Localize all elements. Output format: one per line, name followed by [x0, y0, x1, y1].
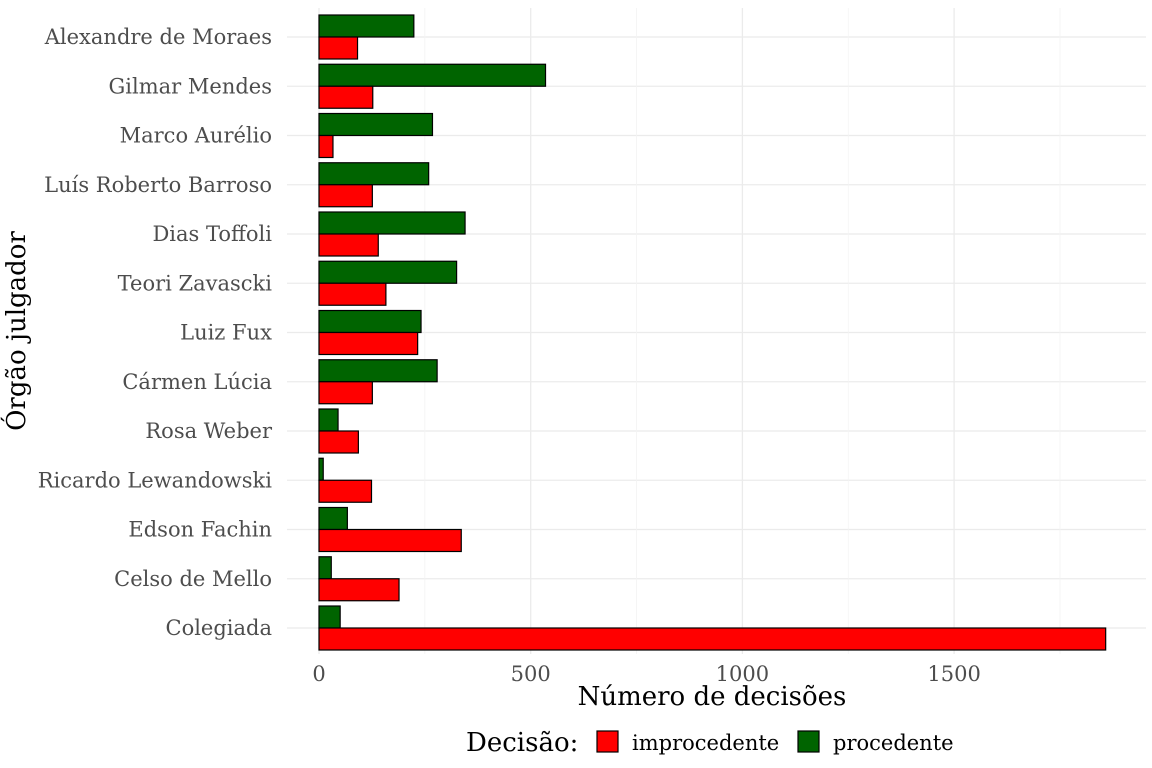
- bar-procedente: [318, 506, 348, 531]
- bar-procedente: [318, 211, 466, 235]
- y-tick-label: Celso de Mello: [114, 567, 272, 591]
- x-tick-label: 0: [312, 662, 325, 686]
- y-tick-label: Cármen Lúcia: [122, 370, 272, 394]
- x-tick-label: 500: [511, 662, 551, 686]
- bar-improcedente: [318, 479, 373, 503]
- legend-key-procedente: [797, 730, 820, 753]
- x-axis-title: Número de decisões: [578, 682, 847, 712]
- bar-improcedente: [318, 134, 334, 159]
- bar-procedente: [318, 556, 332, 580]
- y-tick-label: Luiz Fux: [180, 321, 272, 345]
- bar-improcedente: [318, 381, 373, 405]
- bar-procedente: [318, 309, 422, 334]
- legend-label-improcedente: improcedente: [632, 731, 779, 755]
- legend-label-procedente: procedente: [833, 731, 954, 755]
- y-tick-label: Dias Toffoli: [152, 222, 272, 246]
- bar-procedente: [318, 408, 339, 432]
- y-tick-label: Marco Aurélio: [120, 124, 272, 148]
- bar-procedente: [318, 359, 438, 383]
- bar-procedente: [318, 162, 430, 186]
- bar-procedente: [318, 605, 341, 629]
- y-tick-labels: Alexandre de Moraes Gilmar Mendes Marco Au…: [38, 25, 273, 640]
- y-tick-label: Luís Roberto Barroso: [44, 173, 272, 197]
- x-tick-labels: 0 500 1000 1500: [312, 662, 981, 686]
- bar-improcedente: [318, 233, 379, 257]
- legend-key-improcedente: [596, 730, 619, 753]
- bar-improcedente: [318, 430, 359, 454]
- y-tick-label: Edson Fachin: [128, 518, 272, 542]
- bar-improcedente: [318, 528, 462, 553]
- bars: [318, 14, 1107, 651]
- bar-procedente: [318, 457, 324, 481]
- bar-improcedente: [318, 282, 387, 306]
- y-tick-label: Alexandre de Moraes: [44, 25, 272, 49]
- bar-procedente: [318, 260, 458, 284]
- legend-title: Decisão:: [466, 728, 578, 758]
- bar-improcedente: [318, 331, 419, 356]
- bar-procedente: [318, 63, 547, 87]
- bar-procedente: [318, 14, 415, 38]
- bar-improcedente: [318, 578, 400, 602]
- bar-improcedente: [318, 36, 359, 60]
- x-tick-label: 1500: [927, 662, 980, 686]
- bar-improcedente: [318, 85, 374, 109]
- y-axis-title: Órgão julgador: [0, 231, 32, 431]
- x-tick-label: 1000: [716, 662, 769, 686]
- y-tick-label: Rosa Weber: [145, 419, 273, 443]
- y-tick-label: Teori Zavascki: [118, 271, 273, 295]
- y-tick-label: Ricardo Lewandowski: [38, 468, 273, 492]
- bar-procedente: [318, 112, 434, 137]
- y-tick-label: Colegiada: [166, 616, 273, 640]
- bar-improcedente: [318, 627, 1107, 651]
- bar-improcedente: [318, 184, 373, 208]
- legend: Decisão: improcedente procedente: [466, 728, 954, 758]
- y-tick-label: Gilmar Mendes: [109, 74, 272, 98]
